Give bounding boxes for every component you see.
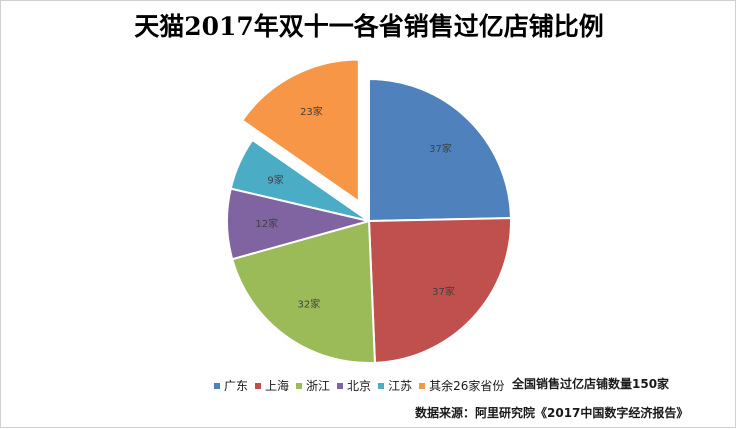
legend-swatch-3 (337, 382, 344, 389)
legend-item-0: 广东 (214, 377, 248, 394)
source-annotation: 数据来源：阿里研究院《2017中国数字经济报告》 (415, 406, 689, 420)
legend-label-3: 北京 (347, 379, 372, 393)
chart-title: 天猫2017年双十一各省销售过亿店铺比例 (134, 12, 604, 41)
pie-slice-0 (368, 77, 512, 223)
pie-slice-1 (367, 217, 512, 364)
pie-slice-2 (230, 219, 376, 364)
legend-item-4: 江苏 (378, 377, 412, 394)
legend-label-4: 江苏 (388, 379, 413, 393)
slice-data-label-4: 9家 (267, 173, 283, 186)
legend-item-3: 北京 (337, 377, 371, 394)
slice-data-label-1: 37家 (432, 285, 455, 298)
slice-data-label-2: 32家 (298, 298, 321, 311)
legend-label-0: 广东 (224, 379, 249, 393)
legend-swatch-1 (255, 382, 262, 389)
legend-label-1: 上海 (265, 379, 290, 393)
legend-swatch-0 (214, 382, 220, 389)
slice-data-label-5: 23家 (300, 105, 323, 118)
legend-item-2: 浙江 (296, 377, 330, 394)
slice-data-label-0: 37家 (429, 142, 452, 155)
legend-label-2: 浙江 (306, 379, 331, 393)
legend-swatch-2 (296, 382, 303, 389)
pie-slice-4 (229, 138, 370, 222)
total-annotation: 全国销售过亿店铺数量150家 (512, 377, 670, 391)
pie-slice-5 (240, 58, 360, 204)
slice-data-label-3: 12家 (255, 217, 278, 230)
legend-item-1: 上海 (255, 377, 289, 394)
chart-legend: 广东 上海 浙江 北京 江苏 其余26家省份 (214, 377, 511, 394)
legend-label-5: 其余26家省份 (429, 379, 505, 393)
legend-swatch-4 (378, 382, 385, 389)
legend-swatch-5 (419, 382, 426, 389)
legend-item-5: 其余26家省份 (419, 377, 504, 394)
